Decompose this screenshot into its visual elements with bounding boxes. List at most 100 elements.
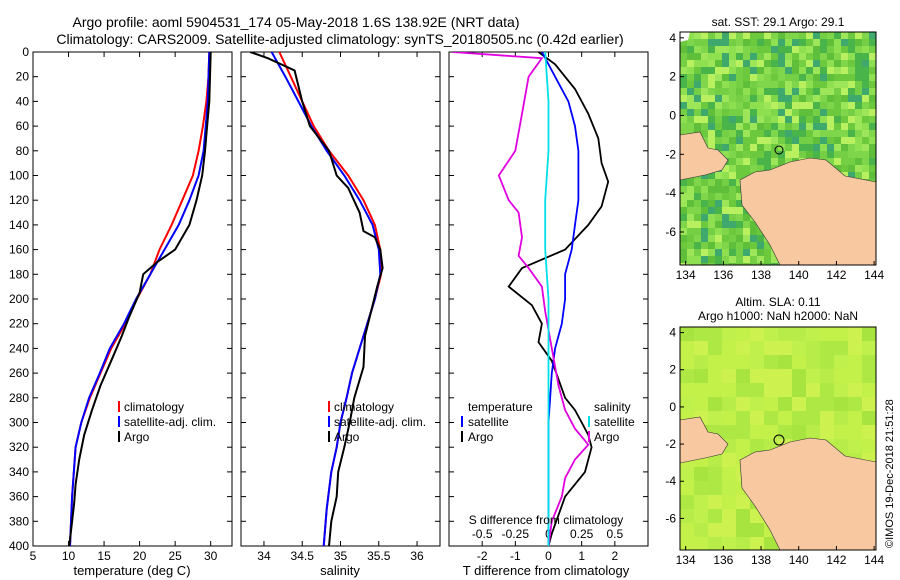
map-cell xyxy=(869,158,876,166)
series-line-climatology xyxy=(69,52,211,546)
map-cell xyxy=(750,341,765,356)
map-cell xyxy=(764,137,772,145)
map-cell xyxy=(722,193,730,201)
map-cell xyxy=(806,95,814,103)
map-cell xyxy=(701,81,709,89)
map-cell xyxy=(722,397,737,412)
map-cell xyxy=(834,109,842,117)
series-line-s-satellite-clim xyxy=(544,52,550,546)
map-cell xyxy=(771,67,779,75)
map-cell xyxy=(869,144,876,152)
map-cell xyxy=(694,228,702,236)
series-line-t-argo-clim xyxy=(507,52,610,546)
map-cell xyxy=(778,144,786,152)
map-cell xyxy=(715,249,723,257)
map-cell xyxy=(827,109,835,117)
map-cell xyxy=(694,46,702,54)
t-difference-xlabel: T difference from climatology xyxy=(463,563,630,578)
map-cell xyxy=(722,214,730,222)
map-cell xyxy=(771,102,779,110)
map-cell xyxy=(855,144,863,152)
map-cell xyxy=(764,151,772,159)
map-cell xyxy=(792,137,800,145)
map-x-tick-label: 140 xyxy=(789,268,809,282)
map-cell xyxy=(806,81,814,89)
map-cell xyxy=(820,39,828,47)
salinity-series xyxy=(249,52,384,546)
map-cell xyxy=(687,179,695,187)
map-cell xyxy=(736,383,751,398)
map-cell xyxy=(750,60,758,68)
map-cell xyxy=(820,116,828,124)
map-cell xyxy=(848,60,856,68)
map-cell xyxy=(701,235,709,243)
map-cell xyxy=(820,109,828,117)
map-cell xyxy=(680,397,695,412)
map-cell xyxy=(806,46,814,54)
map-cell xyxy=(701,46,709,54)
map-cell xyxy=(792,123,800,131)
temperature-xlabel: temperature (deg C) xyxy=(73,563,190,578)
map-cell xyxy=(827,39,835,47)
map-cell xyxy=(736,495,751,510)
map-cell xyxy=(736,263,744,265)
map-cell xyxy=(750,158,758,166)
map-cell xyxy=(680,341,695,356)
depth-tick-label: 60 xyxy=(16,119,30,133)
map-cell xyxy=(834,425,849,440)
map-cell xyxy=(736,172,744,180)
map-cell xyxy=(750,116,758,124)
map-cell xyxy=(715,186,723,194)
map-cell xyxy=(834,123,842,131)
map-cell xyxy=(736,411,751,426)
map-cell xyxy=(750,102,758,110)
map-cell xyxy=(806,137,814,145)
map-cell xyxy=(827,137,835,145)
map-cell xyxy=(736,109,744,117)
map-cell xyxy=(736,144,744,152)
map-cell xyxy=(848,81,856,89)
map-cell xyxy=(813,46,821,54)
map-cell xyxy=(687,228,695,236)
map-cell xyxy=(729,256,737,264)
map-cell xyxy=(785,116,793,124)
map-cell xyxy=(687,67,695,75)
map-cell xyxy=(827,53,835,61)
map-y-tick-label: -2 xyxy=(665,147,676,161)
map-cell xyxy=(757,60,765,68)
map-cell xyxy=(729,242,737,250)
map-cell xyxy=(694,481,709,496)
depth-tick-label: 220 xyxy=(9,317,29,331)
map-cell xyxy=(687,256,695,264)
map-cell xyxy=(799,137,807,145)
map-cell xyxy=(820,46,828,54)
map-cell xyxy=(722,179,730,187)
map-cell xyxy=(827,67,835,75)
map-cell xyxy=(743,172,751,180)
map-cell xyxy=(778,130,786,138)
map-cell xyxy=(792,46,800,54)
map-cell xyxy=(785,32,793,40)
map-cell xyxy=(764,256,772,264)
map-cell xyxy=(764,60,772,68)
map-cell xyxy=(813,74,821,82)
map-cell xyxy=(743,242,751,250)
map-cell xyxy=(708,102,716,110)
map-cell xyxy=(834,137,842,145)
map-cell xyxy=(806,32,814,40)
map-cell xyxy=(862,165,870,173)
map-cell xyxy=(687,116,695,124)
series-line-climatology xyxy=(278,52,383,546)
map-cell xyxy=(715,81,723,89)
map-cell xyxy=(862,158,870,166)
map-cell xyxy=(820,383,835,398)
map-cell xyxy=(708,228,716,236)
map-cell xyxy=(806,39,814,47)
sla-map-land xyxy=(680,416,876,550)
difference-legend: temperature satellite Argo salinity sate… xyxy=(461,400,635,444)
t-difference-x-axis: -2 -1 0 1 2 xyxy=(477,52,618,563)
map-cell xyxy=(694,88,702,96)
map-cell xyxy=(722,46,730,54)
map-cell xyxy=(855,102,863,110)
series-line-t-satellite-clim xyxy=(541,52,580,546)
